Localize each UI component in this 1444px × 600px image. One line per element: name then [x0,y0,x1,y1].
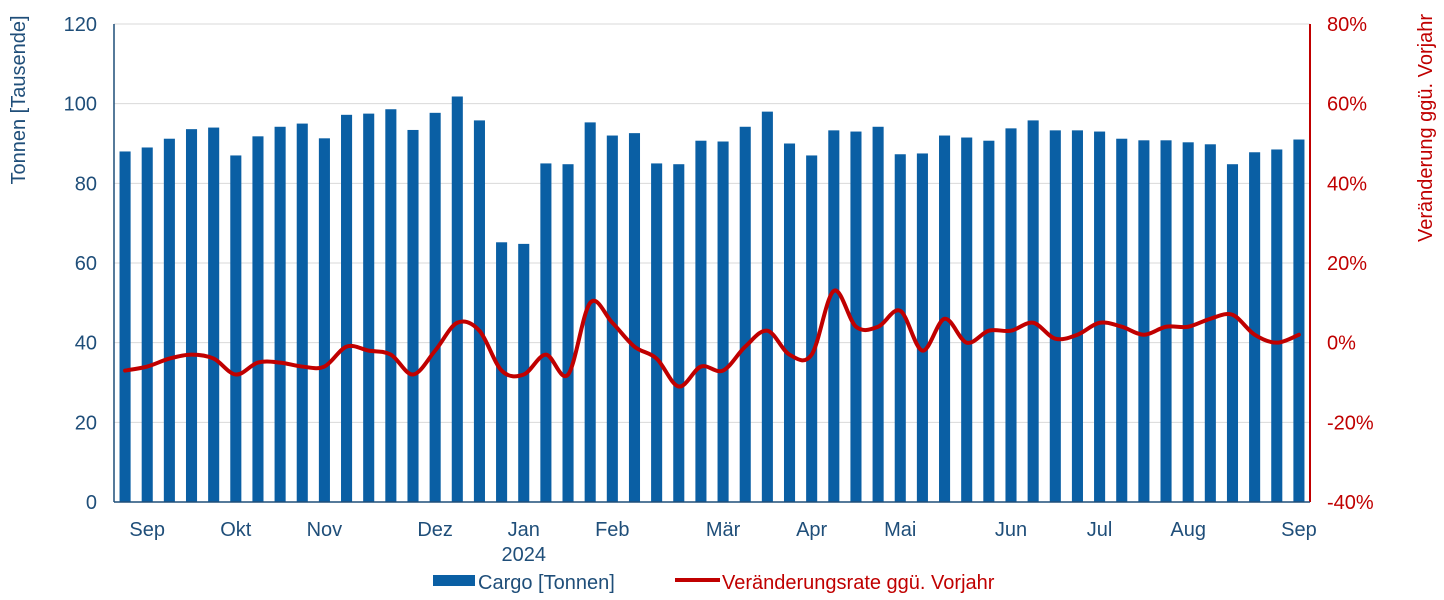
x-tick-label: Apr [796,519,827,541]
right-axis-ticks: -40% -20% 0% 20% 40% 60% 80% [1327,14,1374,514]
cargo-bar [1160,140,1172,502]
cargo-bar [185,129,198,502]
cargo-bar [318,138,330,503]
cargo-bar [141,147,153,502]
left-tick-label: 100 [64,94,97,116]
left-tick-label: 20 [75,412,97,434]
x-tick-label: Dez [417,519,453,541]
left-tick-label: 60 [75,253,97,275]
x-tick-label: Jan [508,519,540,541]
cargo-bar [961,137,973,502]
gridlines [114,23,1310,423]
legend: Cargo [Tonnen] Veränderungsrate ggü. Vor… [433,572,995,594]
cargo-bar [1094,131,1106,503]
cargo-bar [252,136,264,502]
cargo-bar [651,163,663,502]
cargo-bar [983,140,995,502]
right-tick-label: 60% [1327,94,1367,116]
cargo-bar [872,126,884,503]
right-tick-label: 80% [1327,14,1367,36]
cargo-bar [1249,152,1261,502]
right-tick-label: 40% [1327,173,1367,195]
cargo-bar [1271,149,1283,502]
cargo-bar [673,164,685,503]
axes [113,24,1311,503]
x-tick-label: Sep [129,519,165,541]
cargo-bar [1138,140,1150,502]
cargo-bar [739,126,751,503]
cargo-bar [540,163,552,502]
x-tick-label: Mai [884,519,916,541]
cargo-bar [429,112,441,502]
cargo-bar [274,126,286,503]
x-tick-label: Okt [220,519,252,541]
legend-cargo-label: Cargo [Tonnen] [478,572,615,594]
right-tick-label: -40% [1327,492,1374,514]
right-tick-label: 0% [1327,333,1356,355]
cargo-bar [916,153,928,503]
cargo-bar [1226,164,1239,503]
cargo-bar [695,140,707,502]
x-tick-label: Jun [995,519,1027,541]
x-year-label: 2024 [501,544,546,566]
x-axis-ticks: Sep Okt Nov Dez Jan Feb Mär Apr Mai Jun Jul Aug Sep 2… [129,519,1316,566]
cargo-bar [1293,139,1305,502]
cargo-bar [894,154,906,502]
cargo-bar [163,138,175,502]
cargo-bars [119,96,1305,503]
right-axis-title: Veränderung ggü. Vorjahr [1415,14,1437,242]
cargo-bar [584,122,596,502]
cargo-bar [341,114,353,502]
cargo-bar [208,127,220,503]
cargo-bar [850,131,862,503]
cargo-bar [363,113,375,502]
left-tick-label: 120 [64,14,97,36]
left-tick-label: 40 [75,333,97,355]
left-tick-label: 0 [86,492,97,514]
cargo-bar [783,143,796,502]
cargo-bar [1027,120,1039,502]
cargo-bar [1182,142,1194,502]
x-tick-label: Nov [307,519,343,541]
rate-line-layer [123,288,1301,389]
x-tick-label: Aug [1170,519,1206,541]
right-tick-label: 20% [1327,253,1367,275]
cargo-bar [407,129,419,502]
left-axis-title: Tonnen [Tausende] [8,15,30,184]
cargo-bar [451,96,463,502]
left-tick-label: 80 [75,173,97,195]
cargo-bar [1116,138,1128,502]
left-axis-ticks: 0 20 40 60 80 100 120 [64,14,97,514]
x-tick-label: Mär [706,519,741,541]
cargo-bar [1005,128,1017,502]
cargo-bar [606,135,618,503]
cargo-bar [1049,130,1061,503]
cargo-bar [296,123,308,502]
cargo-bar [1204,144,1216,502]
cargo-bar [628,133,641,503]
x-tick-label: Sep [1281,519,1317,541]
legend-rate-label: Veränderungsrate ggü. Vorjahr [722,572,995,594]
legend-cargo-swatch [433,575,475,586]
x-tick-label: Jul [1087,519,1113,541]
cargo-bar [761,111,773,502]
cargo-bar [119,151,131,502]
cargo-bar [473,120,485,502]
x-tick-label: Feb [595,519,629,541]
cargo-bar [806,155,818,502]
cargo-bar [230,155,242,502]
cargo-bar [562,164,574,503]
rate-line [123,288,1301,389]
cargo-bar [385,109,397,502]
cargo-bar [828,130,840,503]
cargo-bar [717,141,729,502]
right-tick-label: -20% [1327,412,1374,434]
cargo-bar [1071,130,1083,503]
